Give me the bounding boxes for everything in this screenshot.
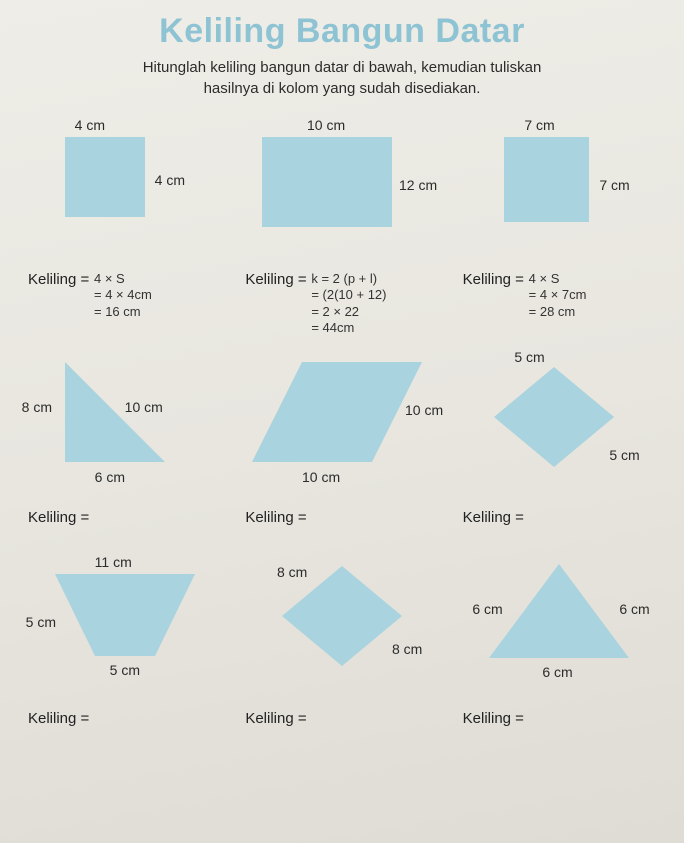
dim-top: 11 cm [95,554,132,570]
dim-right: 6 cm [619,601,649,617]
dim-top: 7 cm [524,117,554,133]
keliling-label: Keliling = [235,509,448,526]
handwritten-answer: 4 × S = 4 × 4cm = 16 cm [94,271,152,320]
dim-bottom: 10 cm [302,469,340,485]
keliling-label: Keliling = 4 × S = 4 × 7cm = 28 cm [453,271,666,327]
keliling-label: Keliling = [18,710,231,727]
dim-right: 10 cm [405,402,443,418]
page-subtitle: Hitunglah keliling bangun datar di bawah… [18,57,666,99]
shape-square-2: 7 cm 7 cm [454,117,664,267]
shape-parallelogram: 10 cm 10 cm [237,347,447,497]
keliling-label: Keliling = [453,710,666,727]
worksheet-page: Keliling Bangun Datar Hitunglah keliling… [0,0,684,843]
keliling-label: Keliling = 4 × S = 4 × 4cm = 16 cm [18,271,231,327]
cell-square-1: 4 cm 4 cm Keliling = 4 × S = 4 × 4cm = 1… [18,117,231,327]
dim-bottom: 5 cm [110,662,140,678]
handwritten-answer: 4 × S = 4 × 7cm = 28 cm [529,271,587,320]
cell-rectangle: 10 cm 12 cm Keliling = k = 2 (p + l) = (… [235,117,448,327]
dim-bottom: 6 cm [542,664,572,680]
dim-bottom: 6 cm [95,469,125,485]
dim-br: 8 cm [392,641,422,657]
keliling-label: Keliling = [18,509,231,526]
cell-diamond-1: 5 cm 5 cm Keliling = [453,347,666,526]
dim-left: 8 cm [22,399,52,415]
shape-diamond-1: 5 cm 5 cm [454,347,664,497]
dim-hyp: 10 cm [125,399,163,415]
kword: Keliling = [463,271,524,288]
shape-right-triangle: 8 cm 10 cm 6 cm [20,347,230,497]
shape-square-1: 4 cm 4 cm [20,117,230,267]
dim-top: 10 cm [307,117,345,133]
dim-tl: 8 cm [277,564,307,580]
keliling-label: Keliling = [235,710,448,727]
keliling-label: Keliling = k = 2 (p + l) = (2(10 + 12) =… [235,271,448,327]
cell-right-triangle: 8 cm 10 cm 6 cm Keliling = [18,347,231,526]
dim-tr: 5 cm [514,349,544,365]
cell-trapezoid: 11 cm 5 cm 5 cm Keliling = [18,546,231,727]
dim-right: 7 cm [599,177,629,193]
keliling-label: Keliling = [453,509,666,526]
dim-left: 5 cm [26,614,56,630]
kword: Keliling = [245,271,306,288]
shape-triangle: 6 cm 6 cm 6 cm [454,546,664,696]
dim-top: 4 cm [75,117,105,133]
cell-square-2: 7 cm 7 cm Keliling = 4 × S = 4 × 7cm = 2… [453,117,666,327]
subtitle-line2: hasilnya di kolom yang sudah disediakan. [204,80,481,97]
shape-diamond-2: 8 cm 8 cm [237,546,447,696]
dim-br: 5 cm [609,447,639,463]
shapes-grid: 4 cm 4 cm Keliling = 4 × S = 4 × 4cm = 1… [18,117,666,727]
shape-rectangle: 10 cm 12 cm [237,117,447,267]
handwritten-answer: k = 2 (p + l) = (2(10 + 12) = 2 × 22 = 4… [311,271,386,336]
subtitle-line1: Hitunglah keliling bangun datar di bawah… [143,59,542,76]
dim-right: 12 cm [399,177,437,193]
cell-triangle: 6 cm 6 cm 6 cm Keliling = [453,546,666,727]
dim-right: 4 cm [155,172,185,188]
page-title: Keliling Bangun Datar [18,12,666,51]
cell-diamond-2: 8 cm 8 cm Keliling = [235,546,448,727]
dim-left: 6 cm [472,601,502,617]
shape-trapezoid: 11 cm 5 cm 5 cm [20,546,230,696]
kword: Keliling = [28,271,89,288]
cell-parallelogram: 10 cm 10 cm Keliling = [235,347,448,526]
